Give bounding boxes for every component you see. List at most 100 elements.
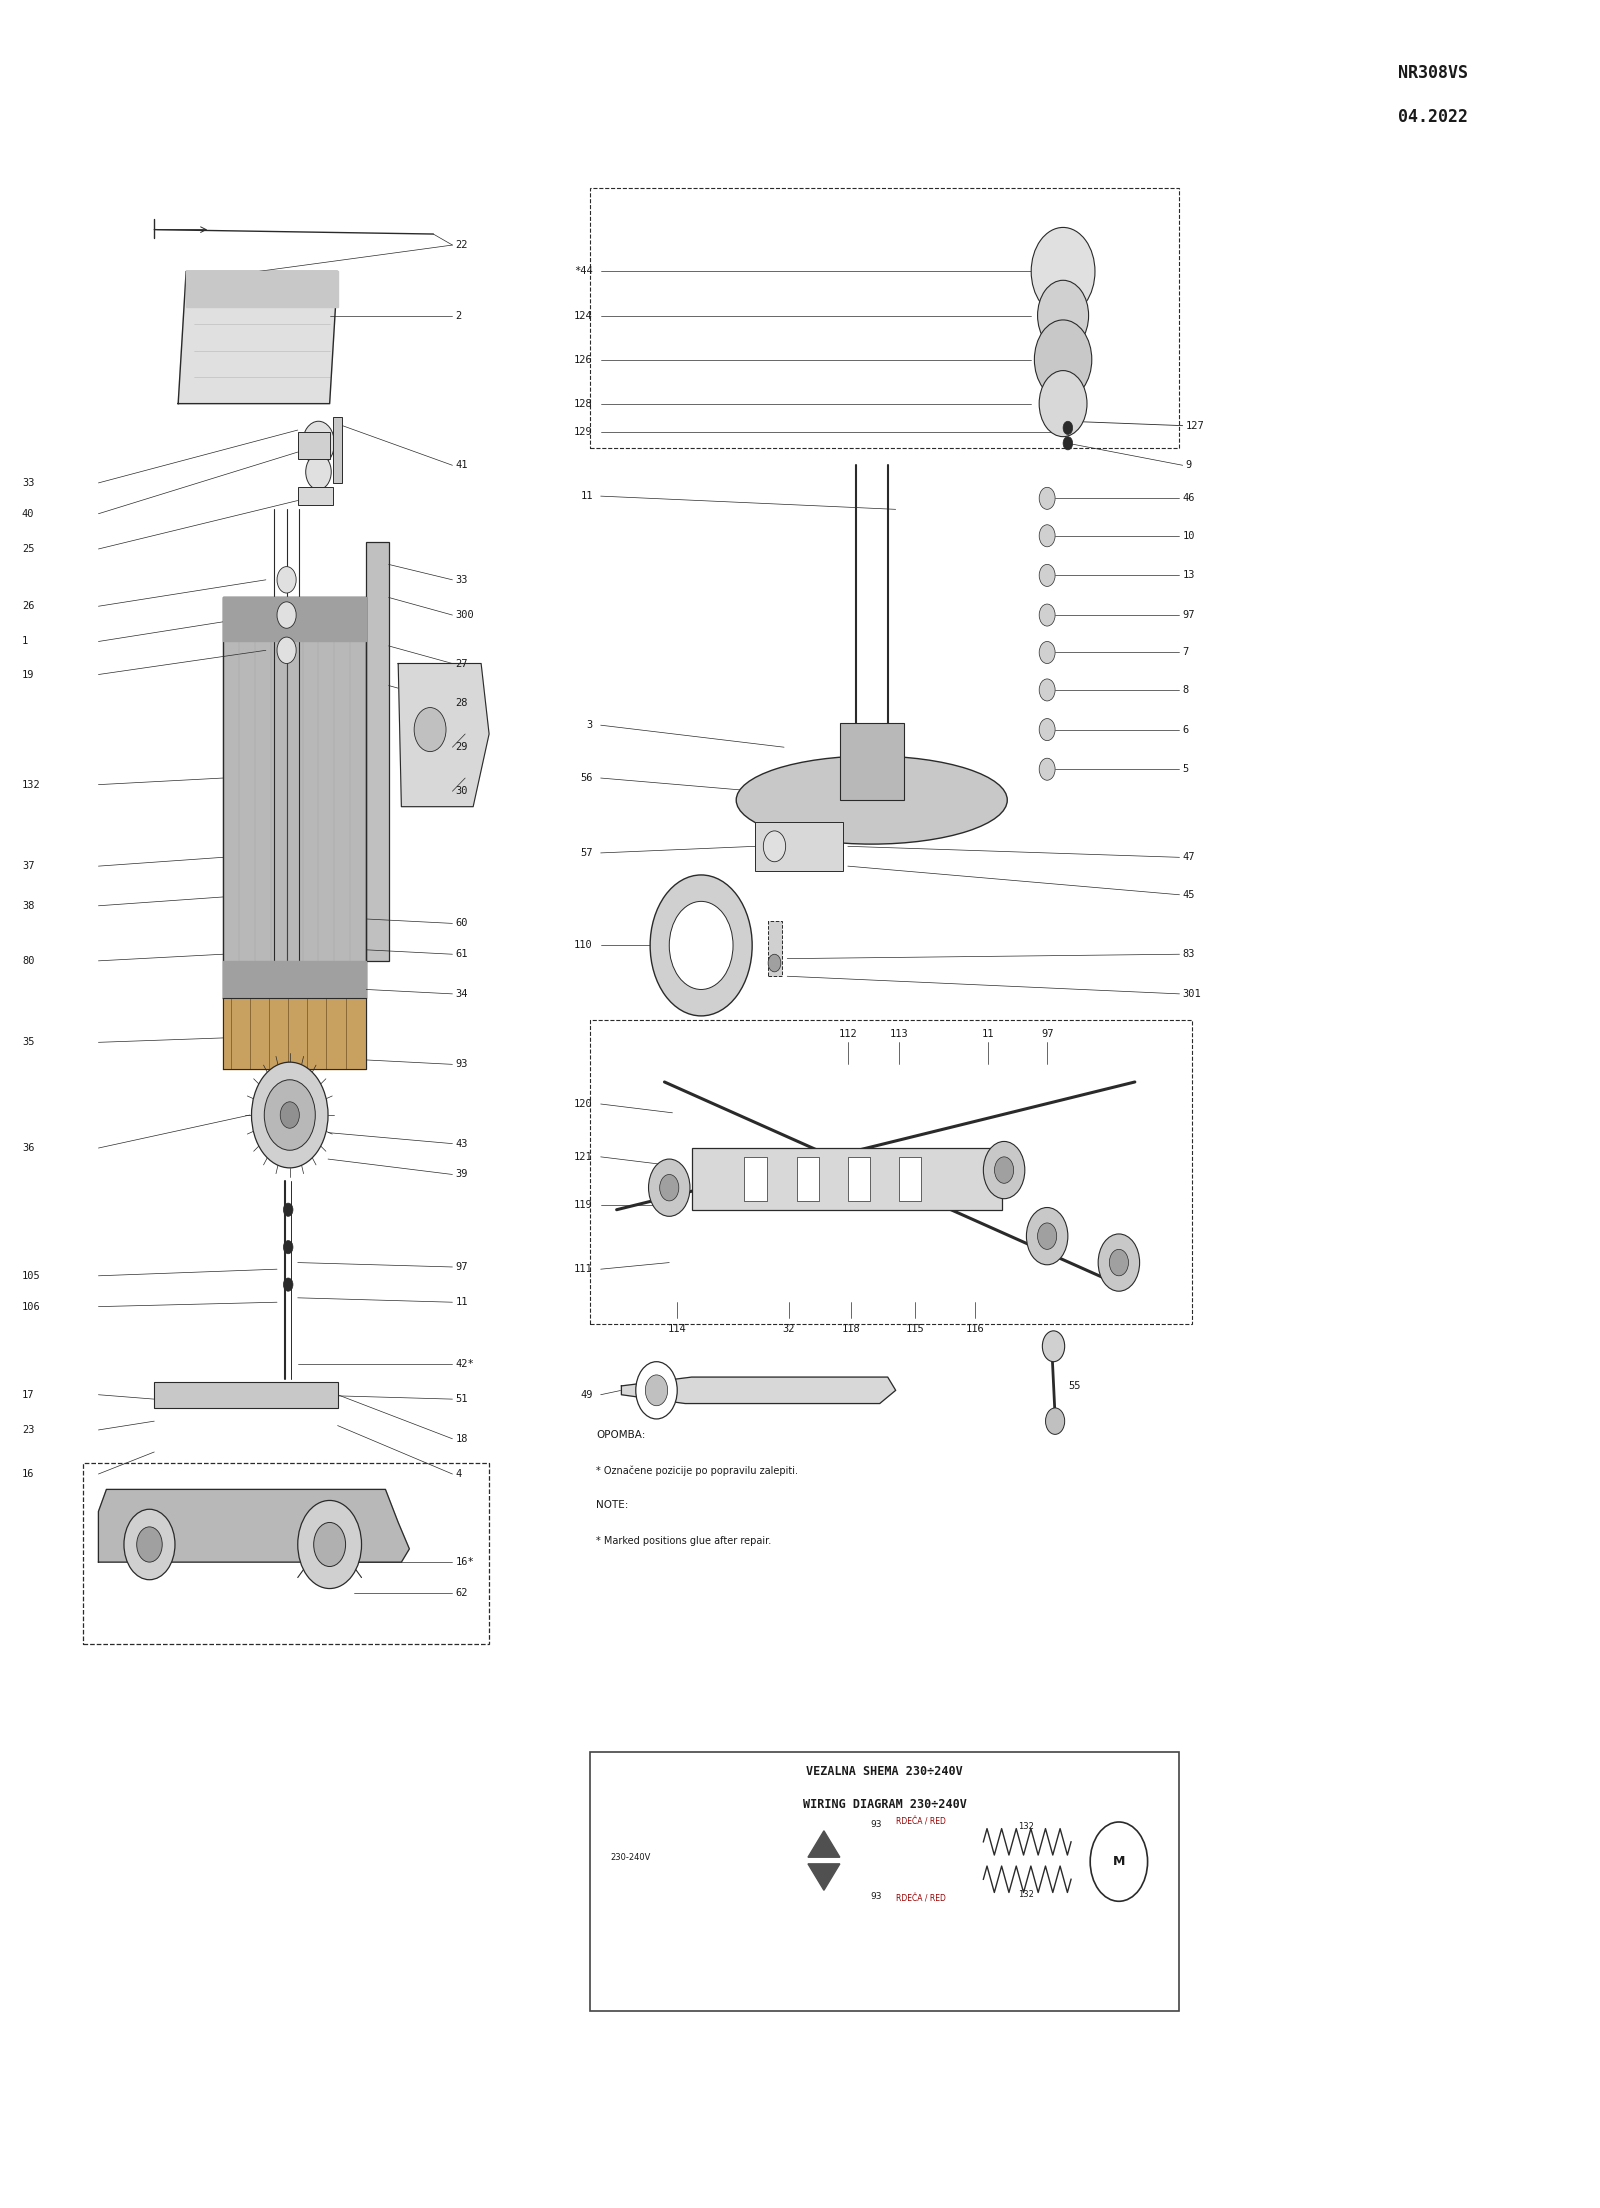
Text: 132: 132 <box>1019 1822 1034 1830</box>
Text: 93: 93 <box>870 1892 882 1901</box>
Text: 33: 33 <box>22 477 35 488</box>
Bar <box>899 1157 922 1201</box>
Text: 33: 33 <box>456 574 469 585</box>
Bar <box>840 722 904 799</box>
Circle shape <box>1038 526 1054 548</box>
Text: 17: 17 <box>22 1389 35 1400</box>
Polygon shape <box>398 665 490 806</box>
Text: 25: 25 <box>22 543 35 554</box>
Text: 42*: 42* <box>456 1358 474 1369</box>
Text: 56: 56 <box>581 773 592 784</box>
Text: 128: 128 <box>574 400 592 408</box>
Text: 9: 9 <box>1186 459 1192 470</box>
Circle shape <box>1038 565 1054 587</box>
Text: 93: 93 <box>456 1060 469 1069</box>
Polygon shape <box>186 272 338 307</box>
Text: 118: 118 <box>842 1323 861 1334</box>
Text: RDEČA / RED: RDEČA / RED <box>896 1817 946 1826</box>
Text: 57: 57 <box>581 848 592 859</box>
Polygon shape <box>222 960 366 998</box>
Circle shape <box>264 1080 315 1150</box>
Text: 27: 27 <box>456 658 469 669</box>
Circle shape <box>1038 643 1054 665</box>
Polygon shape <box>178 272 338 404</box>
Text: 83: 83 <box>1182 949 1195 958</box>
Text: 5: 5 <box>1182 764 1189 775</box>
Circle shape <box>1038 757 1054 779</box>
Bar <box>154 1382 338 1409</box>
Text: 11: 11 <box>456 1298 469 1307</box>
Text: 43: 43 <box>456 1139 469 1148</box>
Circle shape <box>1037 280 1088 351</box>
Bar <box>744 1157 766 1201</box>
Bar <box>768 921 782 976</box>
Circle shape <box>283 1203 293 1217</box>
Text: 110: 110 <box>574 941 592 949</box>
Text: 49: 49 <box>581 1389 592 1400</box>
Text: 112: 112 <box>838 1029 858 1038</box>
Circle shape <box>298 1501 362 1588</box>
Circle shape <box>1038 488 1054 510</box>
Text: 19: 19 <box>22 669 35 680</box>
Circle shape <box>277 638 296 665</box>
Text: 120: 120 <box>574 1100 592 1108</box>
Polygon shape <box>222 998 366 1069</box>
Circle shape <box>283 1241 293 1254</box>
Bar <box>797 1157 819 1201</box>
Circle shape <box>280 1102 299 1128</box>
Text: 38: 38 <box>22 901 35 910</box>
Bar <box>83 1464 490 1643</box>
Circle shape <box>314 1524 346 1565</box>
Circle shape <box>1098 1234 1139 1292</box>
Text: 36: 36 <box>22 1144 35 1153</box>
Text: 16*: 16* <box>456 1557 474 1568</box>
Polygon shape <box>808 1864 840 1890</box>
Bar <box>366 543 389 960</box>
Circle shape <box>277 567 296 594</box>
Text: 126: 126 <box>574 355 592 364</box>
Text: 97: 97 <box>1042 1029 1053 1038</box>
Circle shape <box>283 1278 293 1292</box>
Circle shape <box>1038 371 1086 437</box>
Text: 301: 301 <box>1182 989 1202 998</box>
Text: 26: 26 <box>22 601 35 612</box>
Text: 97: 97 <box>1182 609 1195 620</box>
Circle shape <box>1030 227 1094 316</box>
Bar <box>298 433 330 459</box>
Text: 93: 93 <box>870 1819 882 1828</box>
Circle shape <box>1062 437 1072 450</box>
Polygon shape <box>222 598 366 643</box>
Bar <box>691 1148 1003 1210</box>
Circle shape <box>1038 605 1054 627</box>
Circle shape <box>763 830 786 861</box>
Text: 114: 114 <box>667 1323 686 1334</box>
Text: 7: 7 <box>1182 647 1189 658</box>
Text: 11: 11 <box>581 490 592 501</box>
Text: 105: 105 <box>22 1272 40 1281</box>
Circle shape <box>1037 1223 1056 1250</box>
Text: M: M <box>1112 1855 1125 1868</box>
Circle shape <box>659 1175 678 1201</box>
Polygon shape <box>222 598 366 998</box>
Bar <box>298 488 333 506</box>
Text: 22: 22 <box>456 241 469 250</box>
Text: 51: 51 <box>456 1393 469 1404</box>
Circle shape <box>123 1510 174 1579</box>
Text: 97: 97 <box>456 1263 469 1272</box>
Text: 29: 29 <box>456 742 469 753</box>
Circle shape <box>1038 678 1054 700</box>
Circle shape <box>277 603 296 629</box>
Text: 37: 37 <box>22 861 35 872</box>
Text: RDEČA / RED: RDEČA / RED <box>896 1894 946 1903</box>
Text: VEZALNA SHEMA 230÷240V: VEZALNA SHEMA 230÷240V <box>806 1764 963 1777</box>
Text: 45: 45 <box>1182 890 1195 901</box>
Circle shape <box>1042 1331 1064 1362</box>
Circle shape <box>984 1142 1026 1199</box>
Circle shape <box>1109 1250 1128 1276</box>
Circle shape <box>302 422 334 466</box>
Text: 35: 35 <box>22 1038 35 1047</box>
Text: 115: 115 <box>906 1323 925 1334</box>
Text: 300: 300 <box>456 609 474 620</box>
Text: 46: 46 <box>1182 492 1195 503</box>
Text: 106: 106 <box>22 1303 40 1312</box>
